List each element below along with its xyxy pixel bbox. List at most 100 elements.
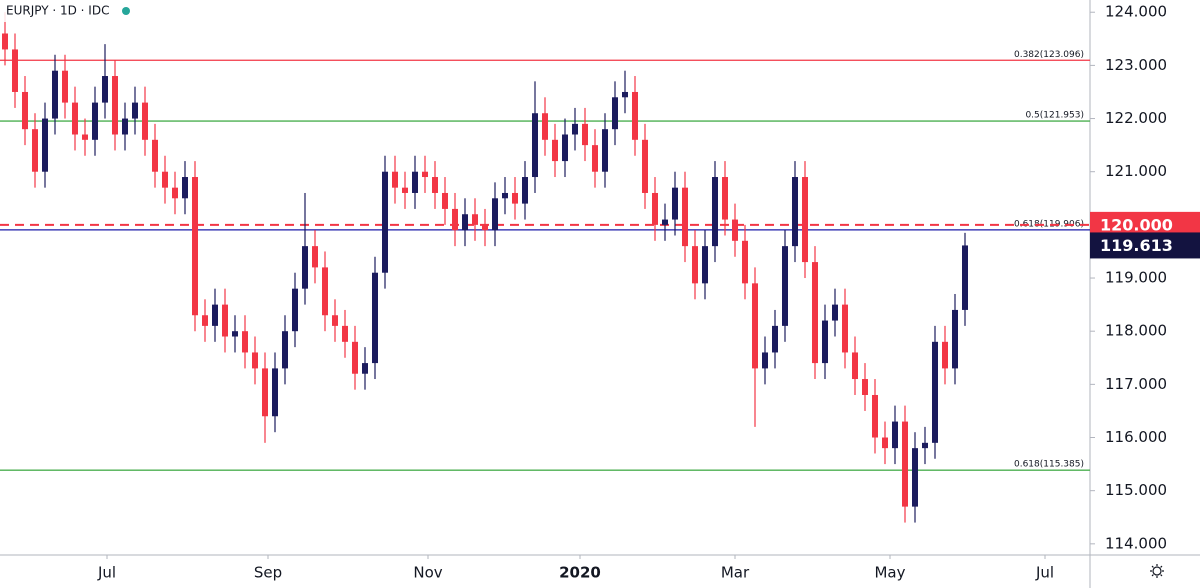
candle-body (582, 123, 588, 146)
plot-area: 0.382(123.096) 0.5(121.953) 0.618(119.906)… (0, 12, 1090, 523)
status-dot (122, 7, 130, 15)
candle-body (232, 331, 238, 337)
candle-body (312, 246, 318, 268)
candle-body (662, 219, 668, 225)
header-bg (0, 0, 140, 22)
y-tick-label: 119.000 (1105, 269, 1167, 287)
candle-body (782, 246, 788, 326)
candle-body (612, 97, 618, 130)
candle-body (522, 177, 528, 204)
candle-body (422, 171, 428, 178)
candle-body (822, 320, 828, 364)
candle-body (332, 315, 338, 326)
y-tick-label: 115.000 (1105, 481, 1167, 499)
candle-body (382, 171, 388, 273)
y-tick-label: 114.000 (1105, 534, 1167, 552)
candle-body (862, 379, 868, 395)
candle-body (402, 187, 408, 193)
settings-icon[interactable] (1150, 564, 1164, 578)
candle-body (602, 129, 608, 172)
candle-body (722, 177, 728, 220)
candle-body (692, 246, 698, 284)
candle-body (622, 91, 628, 98)
candle-body (552, 139, 558, 162)
candle-body (702, 246, 708, 284)
fib-level-label: 0.5(121.953) (1025, 111, 1084, 121)
candle-body (892, 421, 898, 449)
y-tick-label: 122.000 (1105, 109, 1167, 127)
x-tick-label: Nov (413, 564, 442, 582)
gear[interactable] (1152, 566, 1162, 576)
y-tick-label: 121.000 (1105, 162, 1167, 180)
candle-body (712, 177, 718, 247)
candle-body (952, 309, 958, 369)
candle-body (2, 33, 8, 50)
candle-body (432, 177, 438, 193)
candle-body (642, 139, 648, 193)
candle-body (292, 288, 298, 332)
candle-body (302, 246, 308, 289)
candle-body (852, 352, 858, 380)
candle-body (252, 352, 258, 369)
x-tick-label: May (874, 564, 905, 582)
candle-body (112, 76, 118, 135)
y-tick-label: 124.000 (1105, 3, 1167, 21)
candle-body (362, 363, 368, 374)
candle-body (122, 118, 128, 135)
candle-body (192, 177, 198, 316)
candle-body (932, 341, 938, 443)
candle-body (42, 118, 48, 172)
y-tick-label: 116.000 (1105, 428, 1167, 446)
candle-body (142, 102, 148, 140)
candle-body (102, 76, 108, 103)
fib-level-label: 0.618(119.906) (1014, 219, 1084, 229)
candle-body (962, 245, 968, 310)
candle-body (742, 240, 748, 284)
candle-body (52, 70, 58, 119)
candle-body (542, 113, 548, 140)
candle-body (752, 283, 758, 369)
candle-body (792, 177, 798, 247)
candle-body (942, 341, 948, 369)
price-label: 119.613 (1100, 236, 1173, 255)
candle-body (732, 219, 738, 241)
price-label: 120.000 (1100, 215, 1173, 234)
candle-body (502, 192, 508, 199)
candle-body (912, 448, 918, 507)
candle-body (872, 394, 878, 438)
candle-body (12, 49, 18, 92)
candle-body (592, 145, 598, 172)
x-tick-label: 2020 (559, 564, 601, 582)
candle-body (162, 171, 168, 188)
gear-teeth[interactable] (1150, 564, 1164, 578)
candle-body (412, 171, 418, 193)
candle-body (212, 304, 218, 326)
candle-body (572, 123, 578, 135)
candle-body (272, 368, 278, 417)
candle-body (832, 304, 838, 321)
chart-title: EURJPY · 1D · IDC (6, 4, 109, 18)
candle-body (532, 113, 538, 178)
candle-body (802, 177, 808, 263)
candle-body (32, 129, 38, 172)
candle-body (132, 102, 138, 119)
candle-body (342, 325, 348, 342)
x-tick-label: Jul (97, 564, 116, 582)
candle-body (902, 421, 908, 507)
price-label-box (1090, 232, 1200, 259)
candle-body (182, 177, 188, 199)
candle-body (262, 368, 268, 417)
candle-body (922, 442, 928, 449)
candle-body (562, 134, 568, 162)
candle-body (462, 214, 468, 231)
candle-body (222, 304, 228, 337)
x-tick-label: Sep (254, 564, 282, 582)
candle-body (202, 315, 208, 326)
y-tick-label: 123.000 (1105, 56, 1167, 74)
candle-body (442, 192, 448, 209)
y-tick-label: 118.000 (1105, 322, 1167, 340)
candle-body (62, 70, 68, 103)
candle-body (242, 331, 248, 353)
